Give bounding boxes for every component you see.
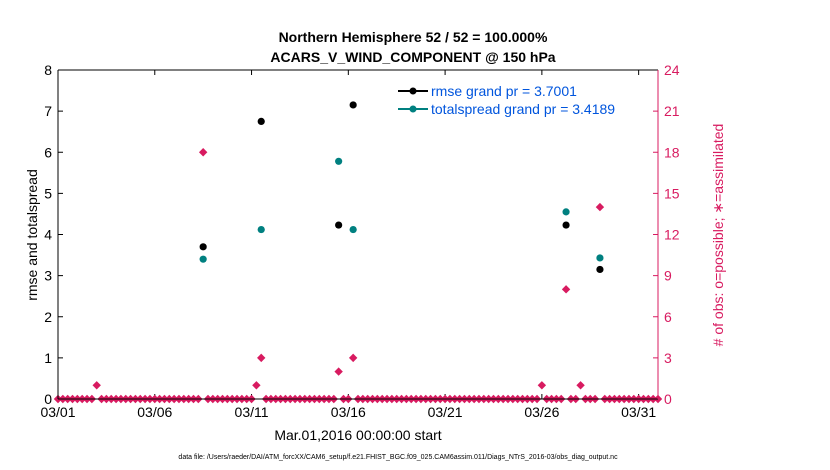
obs-point [257, 353, 266, 363]
y-tick-label-left: 5 [44, 185, 52, 201]
x-tick-label: 03/31 [621, 404, 656, 420]
y-tick-label-right: 21 [664, 103, 680, 119]
totalspread-point [335, 157, 343, 165]
chart-title: Northern Hemisphere 52 / 52 = 100.000% [279, 29, 548, 45]
plot-area [58, 70, 658, 399]
totalspread-series [199, 157, 604, 263]
x-tick-label: 03/01 [40, 404, 75, 420]
y-tick-label-right: 9 [664, 268, 672, 284]
rmse-point [199, 243, 207, 251]
y-axis-left-label: rmse and totalspread [24, 169, 40, 301]
x-tick-label: 03/16 [331, 404, 366, 420]
y-axis-right-label: # of obs: o=possible; ∗=assimilated [710, 124, 726, 347]
y-tick-label-left: 8 [44, 62, 52, 78]
y-tick-label-left: 2 [44, 309, 52, 325]
obs-point [576, 381, 585, 390]
y-tick-label-left: 6 [44, 144, 52, 160]
y-tick-label-right: 15 [664, 185, 680, 201]
obs-point [252, 381, 261, 390]
totalspread-point [257, 225, 265, 234]
y-tick-label-right: 12 [664, 227, 680, 243]
x-tick-label: 03/11 [235, 404, 269, 420]
rmse-point [349, 101, 357, 109]
rmse-point [562, 221, 570, 229]
obs-point [334, 367, 343, 376]
rmse-series [199, 101, 604, 274]
legend-spread-marker [409, 105, 417, 113]
chart-subtitle: ACARS_V_WIND_COMPONENT @ 150 hPa [270, 49, 555, 65]
obs-point [537, 381, 547, 390]
x-tick-label: 03/21 [428, 404, 463, 420]
x-axis-label: Mar.01,2016 00:00:00 start [274, 427, 441, 443]
totalspread-point [562, 208, 570, 216]
legend-rmse-label: rmse grand pr = 3.7001 [431, 83, 577, 99]
rmse-point [596, 265, 604, 274]
legend-spread-label: totalspread grand pr = 3.4189 [431, 101, 615, 117]
totalspread-point [199, 255, 207, 263]
totalspread-point [349, 225, 357, 234]
data-file-footnote: data file: /Users/raeder/DAI/ATM_forcXX/… [178, 454, 618, 461]
y-tick-label-right: 3 [664, 350, 672, 366]
y-tick-label-right: 0 [664, 391, 672, 407]
obs-point [595, 202, 605, 212]
obs-series [53, 148, 663, 404]
y-tick-label-right: 18 [664, 144, 680, 160]
y-tick-label-left: 7 [44, 103, 52, 119]
obs-point [348, 353, 358, 363]
x-tick-label: 03/06 [137, 404, 172, 420]
obs-point [561, 285, 571, 294]
y-axis-left: 0 1 2 3 4 5 6 7 8 [44, 62, 63, 407]
y-tick-label-left: 0 [44, 391, 52, 407]
y-tick-label-right: 6 [664, 309, 672, 325]
x-tick-label: 03/26 [524, 404, 559, 420]
y-tick-label-left: 3 [44, 268, 52, 284]
legend: rmse grand pr = 3.7001 totalspread grand… [398, 83, 615, 117]
y-tick-label-left: 4 [44, 227, 52, 243]
rmse-point [257, 117, 265, 126]
totalspread-point [596, 254, 604, 262]
rmse-point [335, 221, 343, 229]
obs-point [92, 381, 101, 390]
y-tick-label-left: 1 [44, 350, 52, 366]
obs-point [198, 148, 208, 157]
y-tick-label-right: 24 [664, 62, 680, 78]
legend-rmse-marker [409, 87, 417, 95]
y-axis-right: 0 3 6 9 12 15 18 21 24 [653, 62, 680, 407]
